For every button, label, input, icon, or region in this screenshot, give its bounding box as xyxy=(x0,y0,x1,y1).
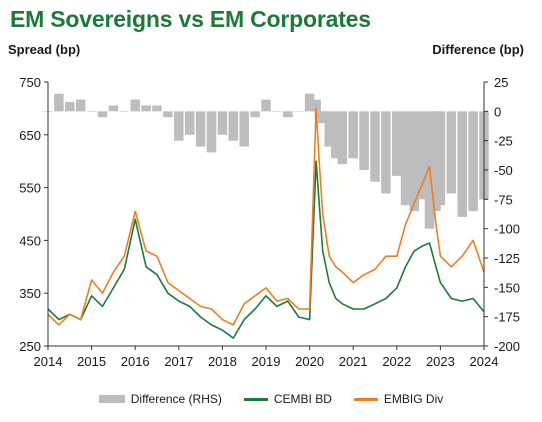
chart-title: EM Sovereigns vs EM Corporates xyxy=(10,6,371,32)
x-tick-label: 2021 xyxy=(339,354,368,369)
y-tick-label-right: -100 xyxy=(494,222,520,237)
difference-bar xyxy=(75,99,86,112)
legend-label-difference: Difference (RHS) xyxy=(130,392,222,406)
difference-bar xyxy=(293,111,304,112)
x-tick-label: 2023 xyxy=(426,354,455,369)
y-tick-label-right: -125 xyxy=(494,251,520,266)
legend-swatch-embig xyxy=(353,397,378,401)
difference-bar xyxy=(400,111,411,206)
x-tick-label: 2015 xyxy=(77,354,106,369)
difference-bar xyxy=(304,93,315,112)
difference-bar xyxy=(392,111,402,176)
difference-bar xyxy=(174,111,184,141)
difference-bar xyxy=(228,111,239,141)
x-tick-label: 2024 xyxy=(470,354,499,369)
y-axis-title-left: Spread (bp) xyxy=(8,42,81,57)
difference-bar xyxy=(435,111,446,206)
difference-bar xyxy=(141,105,151,112)
difference-bar xyxy=(348,111,358,159)
y-tick-label-right: -175 xyxy=(494,310,520,325)
difference-bar xyxy=(86,111,97,112)
difference-bar xyxy=(446,111,457,194)
x-tick-label: 2020 xyxy=(295,354,324,369)
difference-bar xyxy=(54,93,64,112)
difference-bar xyxy=(359,111,369,170)
difference-bar xyxy=(152,105,162,112)
difference-bar xyxy=(468,111,478,212)
difference-bar xyxy=(418,111,428,200)
legend-item-embig: EMBIG Div xyxy=(353,392,444,406)
difference-bar xyxy=(370,111,380,182)
x-tick-label: 2019 xyxy=(252,354,281,369)
y-tick-label-left: 250 xyxy=(19,339,41,354)
x-tick-label: 2014 xyxy=(34,354,63,369)
difference-bar xyxy=(239,111,249,147)
embig-div-line xyxy=(47,107,485,326)
cembi-bd-line xyxy=(47,160,485,339)
y-tick-label-left: 350 xyxy=(19,286,41,301)
y-tick-label-right: -200 xyxy=(494,339,520,354)
difference-bar xyxy=(283,111,293,118)
y-tick-label-right: -25 xyxy=(494,134,513,149)
y-tick-label-left: 650 xyxy=(19,128,41,143)
difference-bar xyxy=(119,111,130,112)
difference-bar xyxy=(184,111,195,135)
difference-bar xyxy=(381,111,391,194)
difference-bar xyxy=(195,111,206,147)
chart-legend: Difference (RHS) CEMBI BD EMBIG Div xyxy=(0,392,542,406)
legend-label-embig: EMBIG Div xyxy=(383,392,444,406)
difference-bar xyxy=(272,111,282,112)
difference-bar xyxy=(457,111,467,217)
x-tick-label: 2016 xyxy=(121,354,150,369)
x-tick-label: 2022 xyxy=(382,354,411,369)
difference-bar xyxy=(206,111,217,153)
difference-bar xyxy=(324,111,334,147)
legend-swatch-difference xyxy=(98,395,125,403)
difference-bar xyxy=(250,111,260,118)
y-tick-label-left: 450 xyxy=(19,233,41,248)
chart-plot: 2014 2015 2016 2017 2018 2019 2020 2021 2022 2023… xyxy=(19,75,520,369)
x-tick-label: 2017 xyxy=(164,354,193,369)
difference-bar xyxy=(108,105,119,112)
difference-bar xyxy=(261,99,271,112)
y-tick-label-right: -50 xyxy=(494,163,513,178)
y-tick-label-right: -150 xyxy=(494,280,520,295)
legend-label-cembi: CEMBI BD xyxy=(273,392,332,406)
difference-bar xyxy=(163,111,173,118)
y-tick-label-left: 550 xyxy=(19,181,41,196)
y-tick-label-right: -75 xyxy=(494,192,513,207)
legend-item-cembi: CEMBI BD xyxy=(243,392,332,406)
difference-bar xyxy=(311,99,321,112)
difference-bar xyxy=(409,111,419,212)
x-tick-label: 2018 xyxy=(208,354,237,369)
legend-swatch-cembi xyxy=(243,397,268,401)
y-tick-label-right: 0 xyxy=(494,104,501,119)
difference-bar xyxy=(217,111,228,135)
difference-bar xyxy=(317,111,328,124)
y-tick-label-left: 750 xyxy=(19,75,41,90)
legend-item-difference: Difference (RHS) xyxy=(98,392,222,406)
difference-bar xyxy=(337,111,348,165)
difference-bar xyxy=(97,111,108,118)
y-axis-title-right: Difference (bp) xyxy=(432,42,524,57)
y-tick-label-right: 25 xyxy=(494,75,508,90)
difference-bar xyxy=(331,111,341,159)
difference-bar xyxy=(65,101,75,112)
difference-bar xyxy=(130,99,140,112)
